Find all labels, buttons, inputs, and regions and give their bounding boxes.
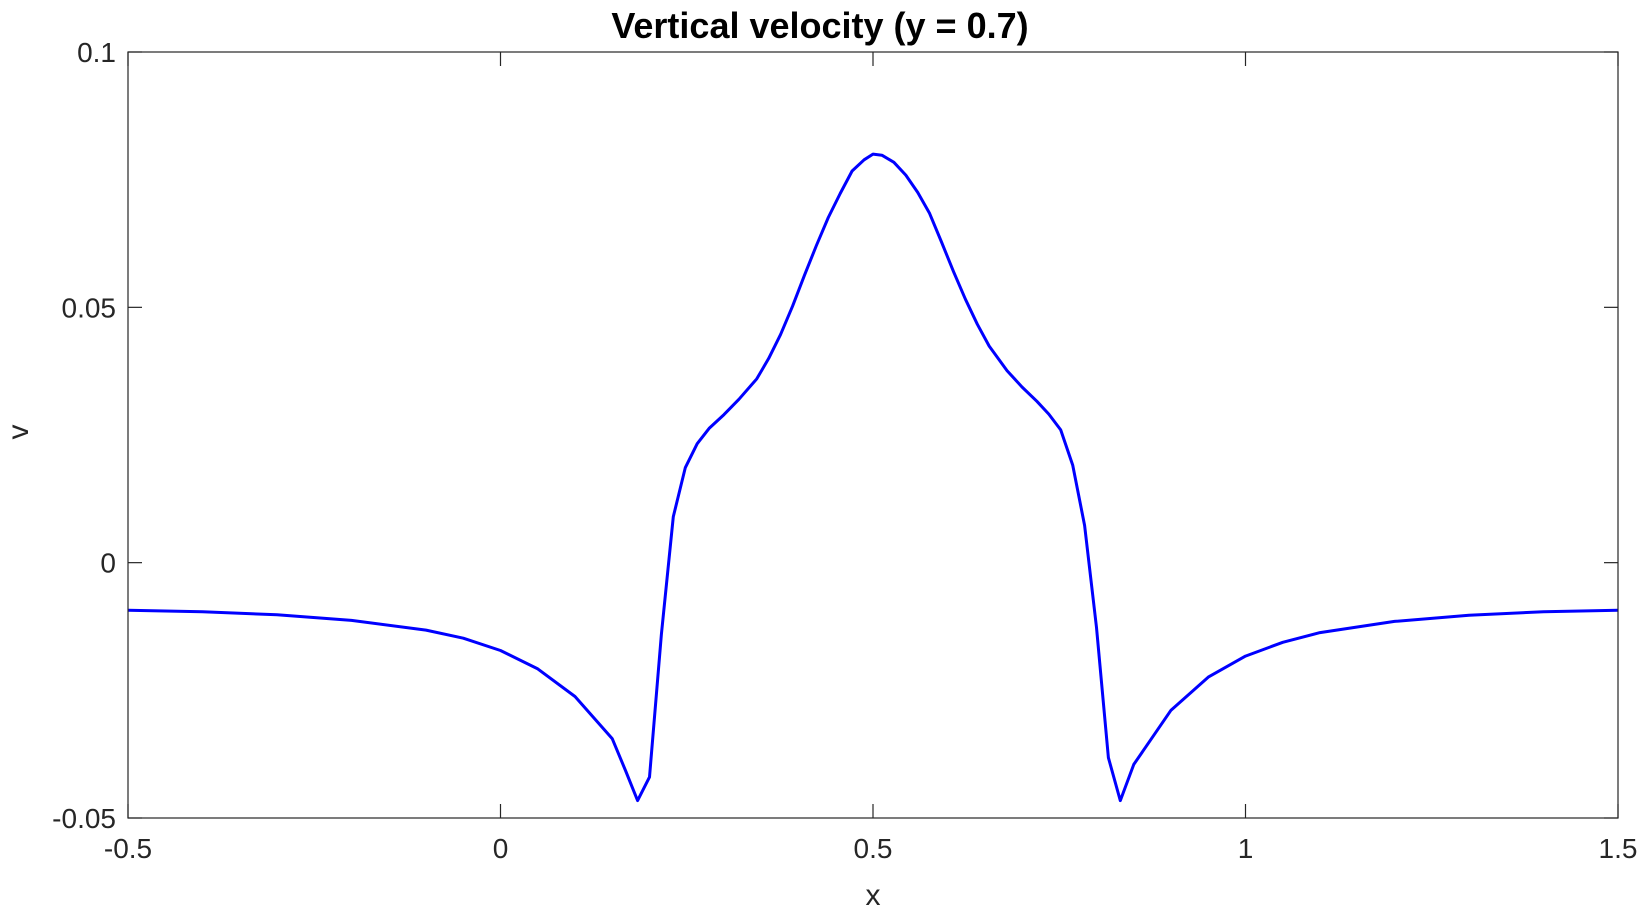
series-line — [127, 152, 1619, 803]
x-tick-label: -0.5 — [104, 833, 152, 864]
x-tick-label: 1 — [1238, 833, 1254, 864]
y-axis-label: v — [2, 425, 35, 440]
x-tick-label: 0 — [493, 833, 509, 864]
y-tick-label: 0 — [100, 548, 116, 579]
plot-frame — [127, 51, 1619, 819]
chart-title: Vertical velocity (y = 0.7) — [611, 5, 1028, 46]
y-tick-label: 0.05 — [62, 292, 117, 323]
x-tick-label: 0.5 — [854, 833, 893, 864]
y-tick-label: -0.05 — [52, 803, 116, 834]
x-axis-label: x — [866, 879, 881, 910]
plot-area — [128, 52, 1618, 818]
x-tick-label: 1.5 — [1599, 833, 1638, 864]
y-tick-label: 0.1 — [77, 37, 116, 68]
